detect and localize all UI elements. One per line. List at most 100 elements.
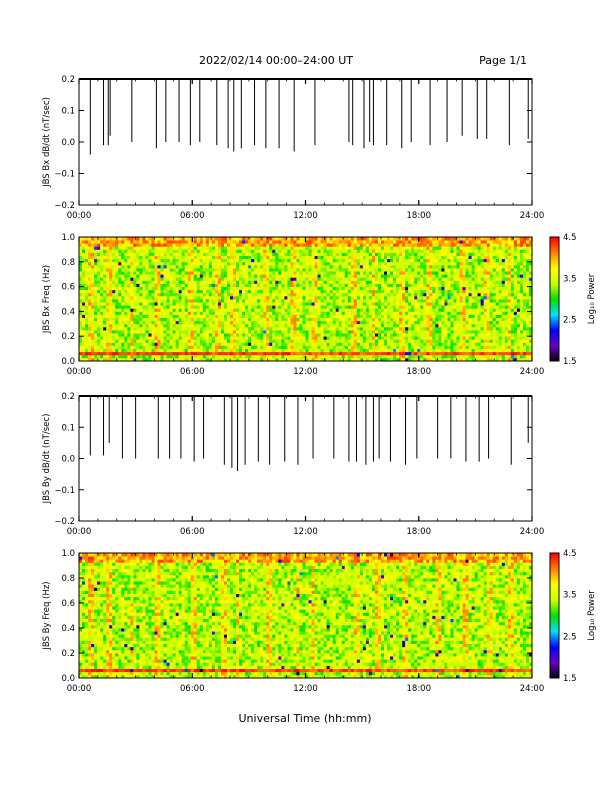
spectrogram-cell [284, 286, 288, 291]
spectrogram-cell [205, 326, 210, 331]
spectrogram-cell [211, 292, 216, 297]
spectrogram-cell [136, 320, 140, 325]
spectrogram-cell [423, 314, 427, 318]
spectrogram-cell [109, 240, 113, 244]
spectrogram-cell [160, 314, 164, 318]
spectrogram-cell [302, 283, 306, 287]
spectrogram-cell [154, 237, 158, 241]
spectrogram-cell [284, 302, 288, 306]
spectrogram-cell [435, 255, 439, 260]
spectrogram-cell [435, 357, 439, 362]
spectrogram-cell [329, 295, 334, 300]
spectrogram-cell [417, 289, 421, 294]
spectrogram-cell [432, 258, 436, 263]
spectrogram-cell [251, 252, 255, 256]
spectrogram-cell [275, 249, 279, 253]
spectrogram-cell [302, 348, 306, 353]
spectrogram-cell [296, 320, 300, 325]
spectrogram-cell [399, 302, 403, 306]
spectrogram-cell [79, 323, 83, 328]
spectrogram-cell [438, 246, 442, 250]
spectrogram-cell [323, 240, 328, 244]
spectrogram-cell [242, 342, 246, 346]
spectrogram-cell [223, 305, 228, 309]
spectrogram-cell [112, 258, 116, 263]
spectrogram-cell [172, 274, 177, 278]
spectrogram-cell [181, 351, 186, 356]
spectrogram-cell [275, 311, 279, 315]
spectrogram-cell [233, 348, 237, 353]
spectrogram-cell [148, 351, 152, 356]
spectrogram-cell [281, 286, 285, 291]
spectrogram-cell [112, 308, 116, 312]
spectrogram-cell [106, 336, 110, 340]
spectrogram-cell [97, 302, 101, 306]
spectrogram-cell [338, 249, 343, 253]
y-tick-label: 0.2 [61, 75, 75, 85]
spectrogram-cell [115, 302, 119, 306]
spectrogram-cell [269, 342, 273, 346]
spectrogram-cell [106, 286, 110, 291]
spectrogram-cell [106, 249, 110, 253]
spectrogram-cell [94, 320, 98, 325]
spectrogram-cell [290, 295, 294, 300]
spectrogram-cell [184, 323, 189, 328]
spectrogram-cell [296, 240, 300, 244]
spectrogram-cell [281, 354, 285, 359]
spectrogram-cell [157, 258, 161, 263]
spectrogram-cell [202, 271, 207, 275]
spectrogram-cell [199, 268, 204, 272]
spectrogram-cell [326, 295, 331, 300]
spectrogram-cell [97, 323, 101, 328]
spectrogram-cell [103, 305, 107, 309]
spectrogram-cell [130, 286, 134, 291]
spectrogram-cell [187, 320, 192, 325]
spectrogram-cell [133, 354, 137, 359]
spectrogram-cell [169, 295, 174, 300]
spectrogram-cell [103, 249, 107, 253]
spectrogram-cell [281, 351, 285, 356]
spectrogram-cell [193, 295, 198, 300]
spectrogram-cell [85, 246, 89, 250]
spectrogram-cell [317, 292, 321, 297]
spectrogram-cell [112, 280, 116, 284]
spectrogram-cell [405, 323, 409, 328]
spectrogram-cell [299, 264, 303, 269]
spectrogram-cell [166, 240, 170, 244]
spectrogram-cell [251, 249, 255, 253]
spectrogram-cell [242, 255, 246, 260]
spectrogram-cell [115, 295, 119, 300]
spectrogram-cell [109, 305, 113, 309]
spectrogram-cell [217, 299, 222, 303]
spectrogram-cell [284, 258, 288, 263]
spectrogram-cell [157, 283, 161, 287]
spectrogram-cell [230, 351, 234, 356]
spectrogram-cell [323, 274, 328, 278]
spectrogram-cell [172, 243, 177, 247]
spectrogram-cell [350, 302, 355, 306]
spectrogram-cell [190, 323, 195, 328]
spectrogram-cell [275, 240, 279, 244]
spectrogram-cell [148, 339, 152, 343]
spectrogram-cell [278, 255, 282, 260]
spectrogram-cell [435, 252, 439, 256]
spectrogram-cell [91, 320, 95, 325]
spectrogram-cell [121, 311, 125, 315]
spectrogram-cell [208, 326, 213, 331]
spectrogram-cell [230, 305, 234, 309]
spectrogram-cell [308, 283, 312, 287]
spectrogram-cell [393, 308, 397, 312]
spectrogram-cell [323, 336, 328, 340]
spectrogram-cell [432, 249, 436, 253]
spectrogram-cell [106, 345, 110, 349]
spectrogram-cell [160, 261, 164, 266]
spectrogram-cell [359, 302, 364, 306]
spectrogram-cell [154, 277, 158, 281]
spectrogram-cell [124, 258, 128, 263]
spectrogram-cell [314, 311, 318, 315]
spectrogram-cell [208, 258, 213, 263]
spectrogram-cell [157, 336, 161, 340]
spectrogram-cell [133, 295, 137, 300]
spectrogram-cell [91, 268, 95, 272]
spectrogram-cell [269, 339, 273, 343]
